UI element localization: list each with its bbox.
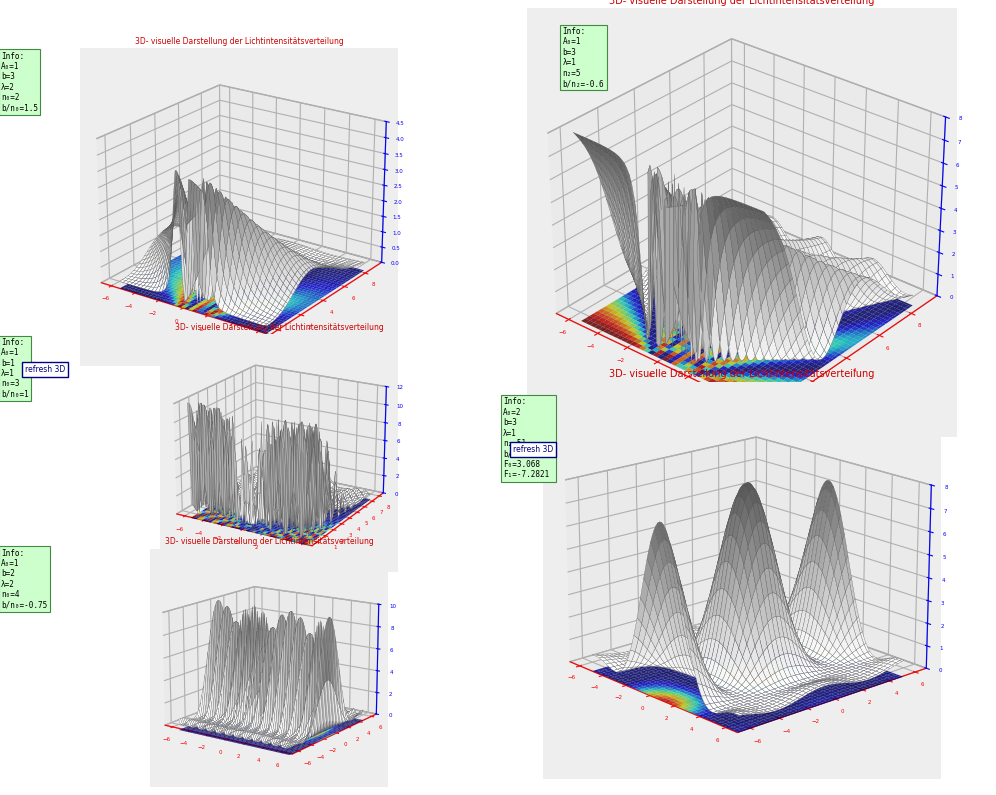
Title: 3D- visuelle Darstellung der Lichtintensitätsverteilung: 3D- visuelle Darstellung der Lichtintens…	[134, 37, 344, 45]
Text: Info:
A₀=1
b=1
λ=1
n₀=3
b/n₀=1: Info: A₀=1 b=1 λ=1 n₀=3 b/n₀=1	[1, 338, 29, 399]
Title: 3D- visuelle Darstellung der Lichtintensitätsverteilung: 3D- visuelle Darstellung der Lichtintens…	[174, 323, 383, 332]
Text: refresh 3D: refresh 3D	[513, 444, 553, 454]
Text: Info:
A₀=1
b=3
λ=1
n₂=5
b/n₂=-0.6: Info: A₀=1 b=3 λ=1 n₂=5 b/n₂=-0.6	[563, 27, 605, 88]
Text: Info:
A₀=2
b=3
λ=1
n₂=51
b/n₂=-0.059
F₀=3.068
F₁=-7.2821: Info: A₀=2 b=3 λ=1 n₂=51 b/n₂=-0.059 F₀=…	[503, 398, 554, 479]
Text: refresh 3D: refresh 3D	[25, 365, 65, 374]
Title: 3D- visuelle Darstellung der Lichtintensitätsverteilung: 3D- visuelle Darstellung der Lichtintens…	[164, 537, 374, 546]
Text: Info:
A₀=1
b=3
λ=2
n₀=2
b/n₀=1.5: Info: A₀=1 b=3 λ=2 n₀=2 b/n₀=1.5	[1, 52, 38, 113]
Text: Info:
A₀=1
b=2
λ=2
n₀=4
b/n₀=-0.75: Info: A₀=1 b=2 λ=2 n₀=4 b/n₀=-0.75	[1, 549, 47, 610]
Title: 3D- visuelle Darstellung der Lichtintensitätsverteilung: 3D- visuelle Darstellung der Lichtintens…	[610, 0, 874, 6]
Title: 3D- visuelle Darstellung der Lichtintensitätsverteilung: 3D- visuelle Darstellung der Lichtintens…	[610, 370, 874, 379]
